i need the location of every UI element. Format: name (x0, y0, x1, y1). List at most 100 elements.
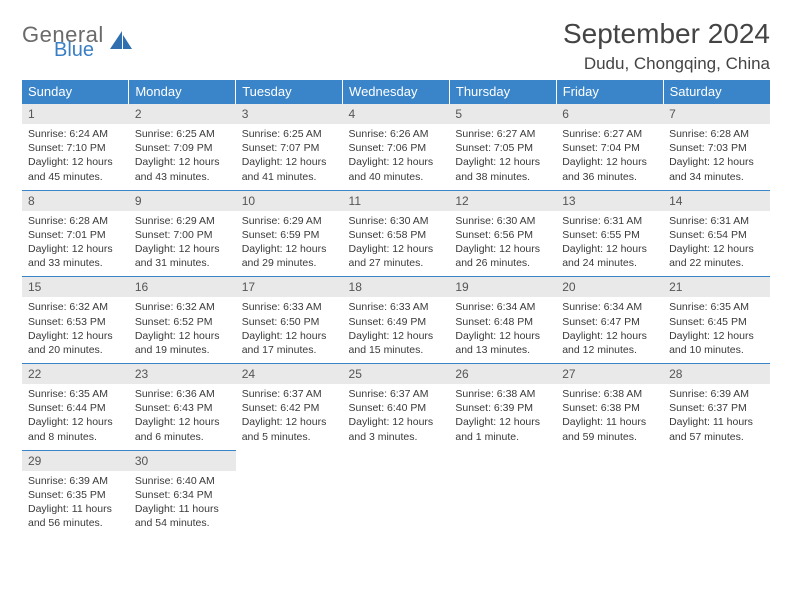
day-number: 21 (663, 277, 770, 297)
day-number: 8 (22, 191, 129, 211)
day-header-row: SundayMondayTuesdayWednesdayThursdayFrid… (22, 80, 770, 104)
day-cell: 18Sunrise: 6:33 AMSunset: 6:49 PMDayligh… (343, 277, 450, 364)
day-number: 12 (449, 191, 556, 211)
day-body: Sunrise: 6:30 AMSunset: 6:58 PMDaylight:… (343, 211, 450, 277)
day-body: Sunrise: 6:39 AMSunset: 6:37 PMDaylight:… (663, 384, 770, 450)
day-body: Sunrise: 6:25 AMSunset: 7:07 PMDaylight:… (236, 124, 343, 190)
day-number: 25 (343, 364, 450, 384)
day-cell: 11Sunrise: 6:30 AMSunset: 6:58 PMDayligh… (343, 190, 450, 277)
day-body: Sunrise: 6:27 AMSunset: 7:04 PMDaylight:… (556, 124, 663, 190)
day-cell: 19Sunrise: 6:34 AMSunset: 6:48 PMDayligh… (449, 277, 556, 364)
day-number: 2 (129, 104, 236, 124)
day-body: Sunrise: 6:29 AMSunset: 6:59 PMDaylight:… (236, 211, 343, 277)
day-number: 17 (236, 277, 343, 297)
day-cell: 29Sunrise: 6:39 AMSunset: 6:35 PMDayligh… (22, 450, 129, 536)
day-body: Sunrise: 6:33 AMSunset: 6:49 PMDaylight:… (343, 297, 450, 363)
day-body: Sunrise: 6:40 AMSunset: 6:34 PMDaylight:… (129, 471, 236, 537)
day-body: Sunrise: 6:30 AMSunset: 6:56 PMDaylight:… (449, 211, 556, 277)
location: Dudu, Chongqing, China (563, 54, 770, 74)
title-block: September 2024 Dudu, Chongqing, China (563, 18, 770, 74)
calendar-table: SundayMondayTuesdayWednesdayThursdayFrid… (22, 80, 770, 536)
day-cell: 13Sunrise: 6:31 AMSunset: 6:55 PMDayligh… (556, 190, 663, 277)
day-cell: 10Sunrise: 6:29 AMSunset: 6:59 PMDayligh… (236, 190, 343, 277)
week-row: 1Sunrise: 6:24 AMSunset: 7:10 PMDaylight… (22, 104, 770, 191)
day-body: Sunrise: 6:24 AMSunset: 7:10 PMDaylight:… (22, 124, 129, 190)
day-number: 1 (22, 104, 129, 124)
day-number: 28 (663, 364, 770, 384)
day-cell: 3Sunrise: 6:25 AMSunset: 7:07 PMDaylight… (236, 104, 343, 191)
day-cell: 17Sunrise: 6:33 AMSunset: 6:50 PMDayligh… (236, 277, 343, 364)
day-cell: 20Sunrise: 6:34 AMSunset: 6:47 PMDayligh… (556, 277, 663, 364)
day-cell: 30Sunrise: 6:40 AMSunset: 6:34 PMDayligh… (129, 450, 236, 536)
week-row: 15Sunrise: 6:32 AMSunset: 6:53 PMDayligh… (22, 277, 770, 364)
day-body: Sunrise: 6:35 AMSunset: 6:44 PMDaylight:… (22, 384, 129, 450)
day-cell: 2Sunrise: 6:25 AMSunset: 7:09 PMDaylight… (129, 104, 236, 191)
day-number: 27 (556, 364, 663, 384)
day-cell: 9Sunrise: 6:29 AMSunset: 7:00 PMDaylight… (129, 190, 236, 277)
day-number: 18 (343, 277, 450, 297)
day-number: 22 (22, 364, 129, 384)
day-body: Sunrise: 6:26 AMSunset: 7:06 PMDaylight:… (343, 124, 450, 190)
day-body: Sunrise: 6:38 AMSunset: 6:39 PMDaylight:… (449, 384, 556, 450)
day-number: 24 (236, 364, 343, 384)
day-body: Sunrise: 6:29 AMSunset: 7:00 PMDaylight:… (129, 211, 236, 277)
header: General Blue September 2024 Dudu, Chongq… (22, 18, 770, 74)
day-number: 26 (449, 364, 556, 384)
day-cell: 12Sunrise: 6:30 AMSunset: 6:56 PMDayligh… (449, 190, 556, 277)
day-number: 10 (236, 191, 343, 211)
day-number: 16 (129, 277, 236, 297)
day-cell: 22Sunrise: 6:35 AMSunset: 6:44 PMDayligh… (22, 364, 129, 451)
day-header: Saturday (663, 80, 770, 104)
month-title: September 2024 (563, 18, 770, 50)
day-body: Sunrise: 6:25 AMSunset: 7:09 PMDaylight:… (129, 124, 236, 190)
day-number: 3 (236, 104, 343, 124)
day-body: Sunrise: 6:28 AMSunset: 7:03 PMDaylight:… (663, 124, 770, 190)
day-cell: 27Sunrise: 6:38 AMSunset: 6:38 PMDayligh… (556, 364, 663, 451)
day-cell (236, 450, 343, 536)
day-cell: 1Sunrise: 6:24 AMSunset: 7:10 PMDaylight… (22, 104, 129, 191)
day-number: 6 (556, 104, 663, 124)
day-body: Sunrise: 6:34 AMSunset: 6:48 PMDaylight:… (449, 297, 556, 363)
day-number: 7 (663, 104, 770, 124)
day-header: Sunday (22, 80, 129, 104)
day-cell: 28Sunrise: 6:39 AMSunset: 6:37 PMDayligh… (663, 364, 770, 451)
day-body: Sunrise: 6:32 AMSunset: 6:52 PMDaylight:… (129, 297, 236, 363)
day-cell: 23Sunrise: 6:36 AMSunset: 6:43 PMDayligh… (129, 364, 236, 451)
day-cell: 8Sunrise: 6:28 AMSunset: 7:01 PMDaylight… (22, 190, 129, 277)
day-body: Sunrise: 6:33 AMSunset: 6:50 PMDaylight:… (236, 297, 343, 363)
day-cell: 24Sunrise: 6:37 AMSunset: 6:42 PMDayligh… (236, 364, 343, 451)
day-cell (449, 450, 556, 536)
day-body: Sunrise: 6:31 AMSunset: 6:55 PMDaylight:… (556, 211, 663, 277)
logo-text-blue: Blue (54, 40, 104, 60)
day-header: Monday (129, 80, 236, 104)
day-number: 9 (129, 191, 236, 211)
day-body: Sunrise: 6:37 AMSunset: 6:40 PMDaylight:… (343, 384, 450, 450)
logo: General Blue (22, 24, 134, 60)
day-body: Sunrise: 6:36 AMSunset: 6:43 PMDaylight:… (129, 384, 236, 450)
day-number: 13 (556, 191, 663, 211)
day-cell: 26Sunrise: 6:38 AMSunset: 6:39 PMDayligh… (449, 364, 556, 451)
day-number: 30 (129, 451, 236, 471)
day-cell: 6Sunrise: 6:27 AMSunset: 7:04 PMDaylight… (556, 104, 663, 191)
day-cell (556, 450, 663, 536)
week-row: 29Sunrise: 6:39 AMSunset: 6:35 PMDayligh… (22, 450, 770, 536)
week-row: 8Sunrise: 6:28 AMSunset: 7:01 PMDaylight… (22, 190, 770, 277)
week-row: 22Sunrise: 6:35 AMSunset: 6:44 PMDayligh… (22, 364, 770, 451)
day-number: 19 (449, 277, 556, 297)
day-body: Sunrise: 6:28 AMSunset: 7:01 PMDaylight:… (22, 211, 129, 277)
day-cell: 16Sunrise: 6:32 AMSunset: 6:52 PMDayligh… (129, 277, 236, 364)
day-number: 14 (663, 191, 770, 211)
day-cell (343, 450, 450, 536)
day-body: Sunrise: 6:27 AMSunset: 7:05 PMDaylight:… (449, 124, 556, 190)
day-cell: 4Sunrise: 6:26 AMSunset: 7:06 PMDaylight… (343, 104, 450, 191)
day-number: 4 (343, 104, 450, 124)
day-cell: 15Sunrise: 6:32 AMSunset: 6:53 PMDayligh… (22, 277, 129, 364)
day-header: Friday (556, 80, 663, 104)
day-cell (663, 450, 770, 536)
day-cell: 5Sunrise: 6:27 AMSunset: 7:05 PMDaylight… (449, 104, 556, 191)
day-body: Sunrise: 6:31 AMSunset: 6:54 PMDaylight:… (663, 211, 770, 277)
day-cell: 25Sunrise: 6:37 AMSunset: 6:40 PMDayligh… (343, 364, 450, 451)
day-cell: 7Sunrise: 6:28 AMSunset: 7:03 PMDaylight… (663, 104, 770, 191)
day-number: 20 (556, 277, 663, 297)
day-header: Wednesday (343, 80, 450, 104)
